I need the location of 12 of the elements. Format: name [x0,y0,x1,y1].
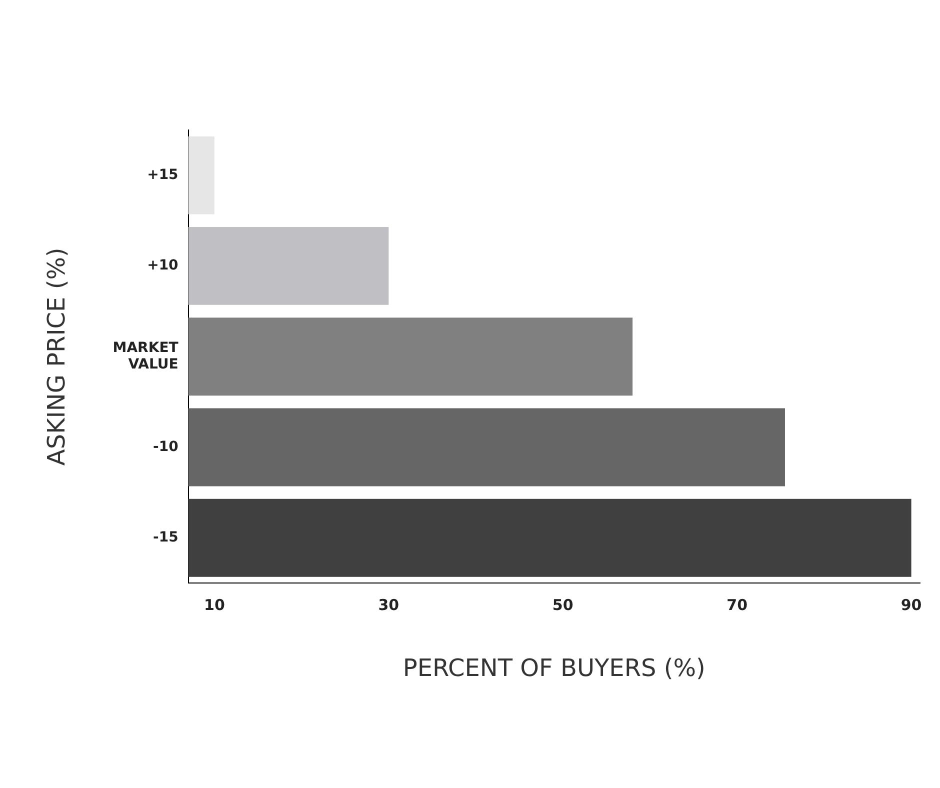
y-tick-label: MARKET VALUE [112,340,179,373]
y-tick-label: +10 [147,258,179,274]
y-tick-label: -10 [153,438,179,455]
x-tick-label: 70 [726,596,748,614]
y-tick-label: +15 [147,166,178,183]
y-tick-label: -15 [153,530,178,546]
y-axis-title: ASKING PRICE (%) [42,248,71,466]
x-tick-label: 90 [900,596,922,614]
x-tick-label: 50 [552,596,574,614]
x-tick-label: 10 [204,596,225,614]
x-tick-label: 30 [378,596,400,614]
x-axis-title: PERCENT OF BUYERS (%) [402,654,706,682]
